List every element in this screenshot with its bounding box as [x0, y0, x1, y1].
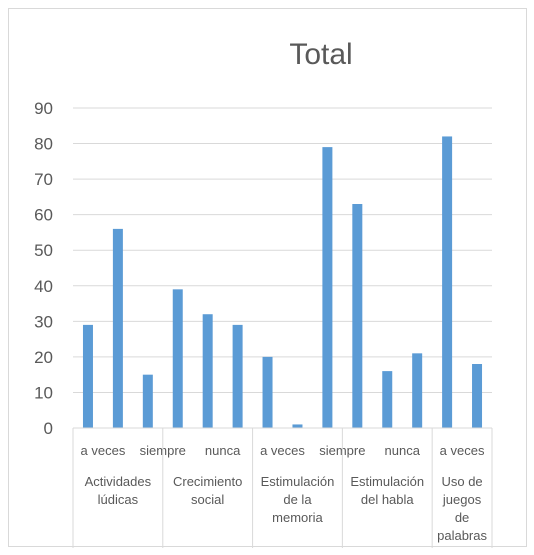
y-tick-label: 90: [34, 99, 53, 118]
bar: [142, 374, 153, 428]
group-label: social: [191, 492, 224, 507]
group-label: lúdicas: [98, 492, 139, 507]
y-tick-label: 40: [34, 277, 53, 296]
bar: [112, 228, 123, 428]
y-tick-label: 20: [34, 348, 53, 367]
group-label: palabras: [437, 528, 487, 543]
group-label: Estimulación: [350, 474, 424, 489]
bar: [292, 424, 303, 428]
y-tick-label: 10: [34, 383, 53, 402]
bar: [82, 324, 93, 428]
x-tick-label: a veces: [260, 443, 305, 458]
bar: [262, 356, 273, 428]
chart-frame: Total 0 10 20 30 40 50 60 70 80 90 a veces siempre…: [8, 8, 527, 548]
gridlines: [73, 107, 492, 393]
bar: [202, 314, 213, 428]
x-tick-label: a veces: [81, 443, 126, 458]
y-tick-label: 30: [34, 312, 53, 331]
group-label: de: [455, 510, 469, 525]
x-tick-label: nunca: [385, 443, 421, 458]
bar: [472, 364, 483, 428]
y-tick-label: 0: [44, 419, 53, 438]
bar: [172, 289, 183, 428]
bar: [412, 353, 423, 428]
group-label: de la: [283, 492, 312, 507]
group-label: memoria: [272, 510, 323, 525]
y-tick-label: 80: [34, 135, 53, 154]
group-label: Actividades: [85, 474, 152, 489]
bar: [352, 204, 363, 428]
x-tick-label: nunca: [205, 443, 241, 458]
group-label: Estimulación: [261, 474, 335, 489]
bar: [232, 324, 243, 428]
y-axis-ticks: 0 10 20 30 40 50 60 70 80 90: [34, 99, 53, 438]
bar: [322, 147, 333, 428]
chart-title: Total: [289, 38, 352, 71]
x-tick-label: a veces: [440, 443, 485, 458]
bar: [382, 371, 393, 428]
bars: [82, 136, 483, 428]
group-label: Crecimiento: [173, 474, 242, 489]
x-axis: a veces siempre nunca a veces siempre nunca a …: [72, 427, 493, 548]
y-tick-label: 70: [34, 170, 53, 189]
group-label: juegos: [442, 492, 482, 507]
y-tick-label: 60: [34, 206, 53, 225]
bar: [442, 136, 453, 428]
group-label: del habla: [361, 492, 415, 507]
group-label: Uso de: [441, 474, 482, 489]
y-tick-label: 50: [34, 241, 53, 260]
